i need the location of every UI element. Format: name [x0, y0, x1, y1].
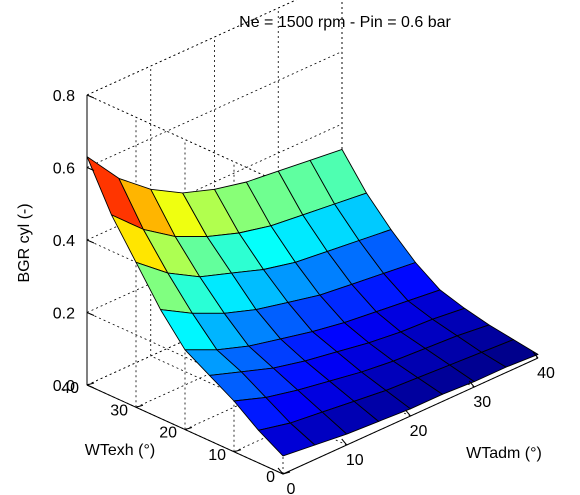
- z-tick-mark: [86, 239, 95, 244]
- z-tick-mark: [86, 167, 95, 171]
- x-tick-mark: [532, 351, 539, 359]
- x-tick-label: 0: [287, 481, 296, 495]
- x-tick-mark: [405, 409, 411, 417]
- y-tick-mark: [233, 449, 242, 453]
- front-box: [86, 94, 539, 475]
- x-tick-mark: [277, 467, 284, 475]
- z-tick-label: 0.4: [53, 233, 75, 250]
- x-tick-label: 40: [537, 365, 555, 382]
- z-tick-mark: [86, 312, 95, 316]
- z-tick-label: 0.2: [53, 306, 75, 323]
- z-axis-label: BGR cyl (-): [16, 203, 33, 282]
- x-tick-label: 20: [410, 423, 428, 440]
- z-tick-label: 0.8: [53, 88, 75, 105]
- z-tick-label: 0.0: [53, 378, 75, 395]
- tick-labels: 0.0 0.2 0.4 0.6 0.8 0 10 20 30 40 0 10 20 30 40: [53, 88, 555, 495]
- y-tick-label: 0: [266, 469, 275, 486]
- y-tick-mark: [86, 382, 95, 386]
- y-axis-label: WTexh (°): [85, 442, 155, 459]
- x-tick-mark: [468, 380, 475, 388]
- y-tick-mark: [184, 427, 193, 430]
- grid-line-left-z: [86, 94, 284, 185]
- z-tick-label: 0.6: [53, 161, 75, 178]
- surface: [86, 148, 539, 457]
- y-tick-label: 20: [159, 425, 177, 442]
- x-tick-mark: [341, 438, 348, 446]
- box-top-left: [86, 94, 284, 185]
- z-tick-mark: [86, 94, 95, 99]
- x-axis-label: WTadm (°): [466, 445, 542, 462]
- y-tick-mark: [282, 471, 291, 475]
- y-tick-label: 10: [208, 447, 226, 464]
- z-tick-mark: [86, 384, 95, 389]
- y-tick-label: 40: [61, 380, 79, 397]
- x-tick-label: 30: [473, 394, 491, 411]
- grid-line-back-z: [86, 51, 343, 168]
- y-tick-label: 30: [110, 402, 128, 419]
- surface-patch: [481, 339, 539, 368]
- y-tick-mark: [135, 404, 144, 408]
- chart-title: Ne = 1500 rpm - Pin = 0.6 bar: [239, 14, 451, 31]
- x-tick-label: 10: [346, 452, 364, 469]
- box-top-back: [86, 0, 297, 96]
